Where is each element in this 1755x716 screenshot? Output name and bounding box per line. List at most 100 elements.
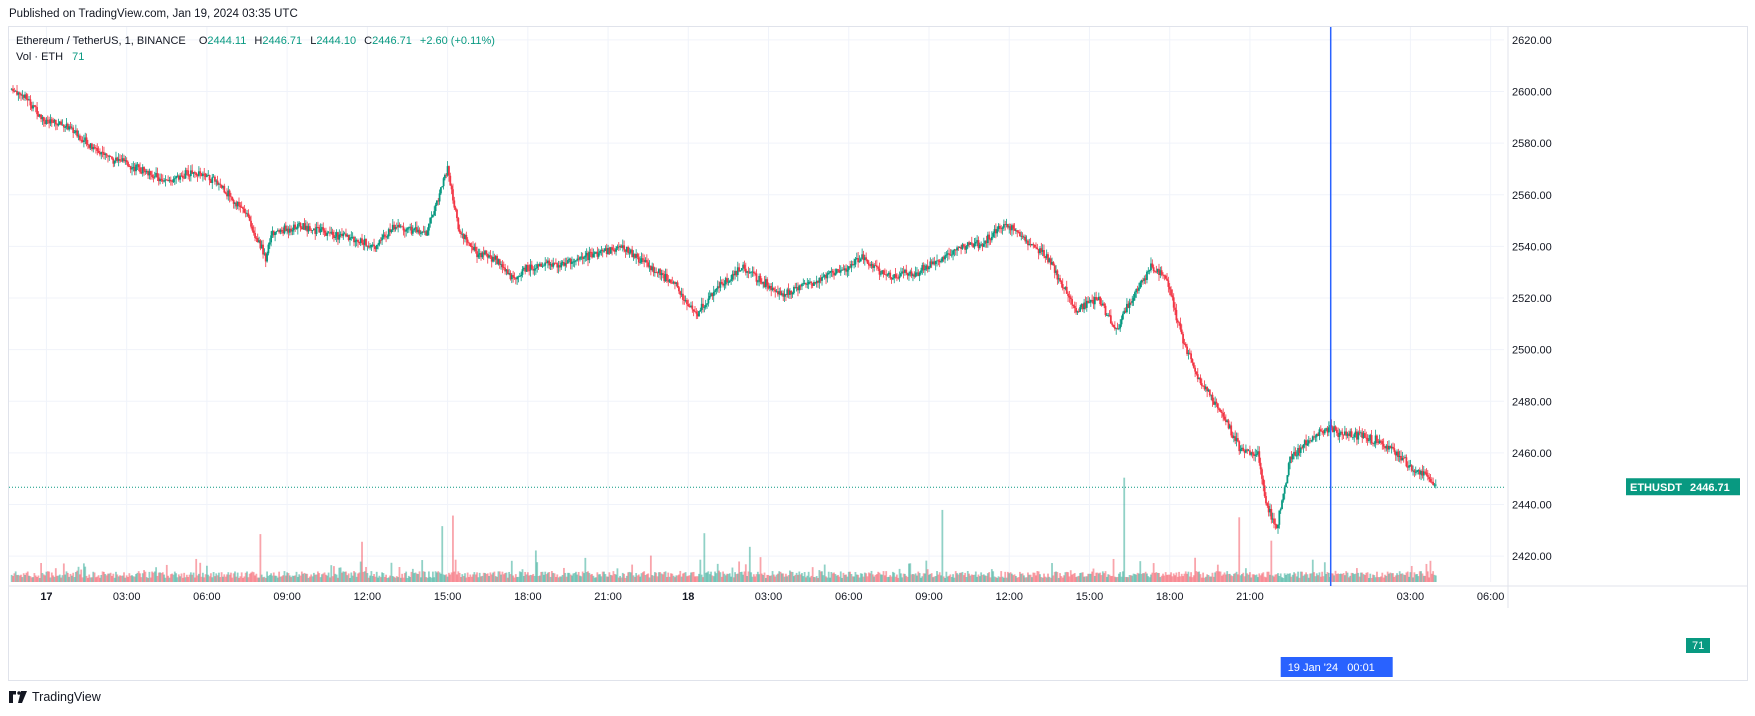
candle-body	[321, 227, 323, 229]
volume-bar	[1148, 577, 1151, 582]
candle-body	[496, 256, 498, 265]
candle-body	[838, 270, 841, 273]
volume-bar	[188, 574, 191, 582]
volume-bar	[993, 576, 996, 582]
time-axis[interactable]: 17 03:00 06:00 09:00 12:00 15:00 18:00 21:00 18 0…	[40, 591, 1504, 603]
volume-bar	[691, 572, 694, 582]
candle-body	[366, 245, 369, 247]
volume-bar	[684, 572, 687, 582]
candle-body	[552, 262, 555, 267]
volume-bar	[742, 574, 745, 582]
volume-bar	[116, 574, 119, 582]
candle-body	[908, 273, 910, 276]
candle-body	[1317, 433, 1320, 436]
volume-bar	[1413, 572, 1416, 582]
volume-bar	[57, 575, 60, 582]
candle-body	[611, 247, 613, 250]
volume-bar	[429, 576, 432, 582]
candle-body	[72, 127, 75, 133]
volume-bar	[279, 576, 282, 582]
volume-bar	[920, 577, 922, 582]
volume-bar	[185, 574, 188, 582]
volume-bar	[1031, 577, 1033, 582]
footer-branding[interactable]: TradingView	[9, 690, 101, 704]
candle-body	[664, 273, 667, 282]
candle-body	[751, 271, 754, 273]
candle-body	[64, 127, 67, 128]
volume-bar	[707, 571, 710, 582]
candle-body	[767, 285, 770, 289]
crosshair-time-tag-bg	[1280, 657, 1393, 677]
candle-body	[386, 236, 389, 238]
candle-body	[699, 309, 702, 312]
volume-bar	[259, 534, 262, 582]
volume-bar	[688, 575, 691, 582]
volume-bar	[381, 572, 383, 582]
candle-body	[411, 230, 414, 234]
candle-body	[1166, 278, 1168, 281]
candle-body	[1400, 455, 1402, 461]
candle-body	[894, 274, 897, 278]
volume-bar	[1257, 577, 1259, 582]
candle-body	[867, 263, 870, 266]
volume-bar	[1282, 577, 1285, 582]
volume-bar	[274, 575, 277, 582]
volume-bar	[333, 566, 335, 582]
volume-bar	[1162, 573, 1164, 582]
volume-bar	[192, 572, 195, 582]
volume-bar	[405, 571, 408, 582]
volume-bar	[1073, 573, 1076, 582]
candle-body	[1171, 295, 1174, 298]
volume-bar	[660, 573, 663, 582]
volume-bar	[117, 576, 120, 582]
candle-body	[631, 249, 634, 257]
candle-body	[373, 244, 375, 247]
volume-bar	[171, 573, 174, 582]
candle-body	[546, 260, 549, 264]
volume-bar	[751, 576, 754, 582]
volume-bar	[1191, 577, 1194, 582]
candle-body	[258, 240, 260, 243]
candle-body	[789, 290, 791, 295]
volume-bar	[296, 576, 299, 582]
candle-body	[1088, 302, 1091, 304]
volume-bar	[1400, 573, 1402, 582]
volume-bar	[889, 575, 892, 582]
volume-label[interactable]: Vol · ETH	[16, 51, 64, 63]
candle-body	[1366, 438, 1369, 441]
volume-bar	[234, 571, 236, 582]
time-tick-label: 18:00	[514, 591, 542, 603]
volume-bar	[1065, 571, 1068, 582]
volume-bar	[842, 572, 845, 582]
volume-bar	[22, 573, 25, 582]
candle-body	[370, 244, 373, 247]
candle-body	[1277, 524, 1279, 529]
candle-body	[1278, 510, 1281, 525]
candle-body	[450, 185, 453, 190]
candle-body	[152, 176, 155, 178]
chart-frame[interactable]	[8, 26, 1748, 681]
candle-body	[960, 246, 962, 250]
volume-bar	[1412, 577, 1414, 582]
candle-body	[1132, 297, 1135, 302]
candle-body	[980, 244, 983, 246]
candle-body	[587, 252, 589, 261]
price-axis[interactable]: 2620.002600.002580.002560.002540.002520.…	[1512, 35, 1552, 563]
symbol-title[interactable]: Ethereum / TetherUS, 1, BINANCE	[16, 35, 186, 47]
volume-bar	[168, 577, 171, 582]
volume-bar	[482, 572, 485, 582]
candle-body	[1428, 476, 1431, 480]
volume-bar	[29, 576, 32, 582]
volume-bar	[930, 573, 933, 582]
candle-body	[1307, 440, 1310, 444]
volume-bar	[453, 571, 456, 582]
volume-bar	[583, 573, 585, 582]
candle-body	[306, 225, 309, 232]
candle-body	[510, 275, 513, 280]
volume-bar	[1021, 573, 1024, 582]
volume-bar	[107, 573, 109, 582]
candle-body	[10, 88, 13, 90]
candle-body	[116, 157, 119, 161]
candle-body	[218, 183, 220, 185]
